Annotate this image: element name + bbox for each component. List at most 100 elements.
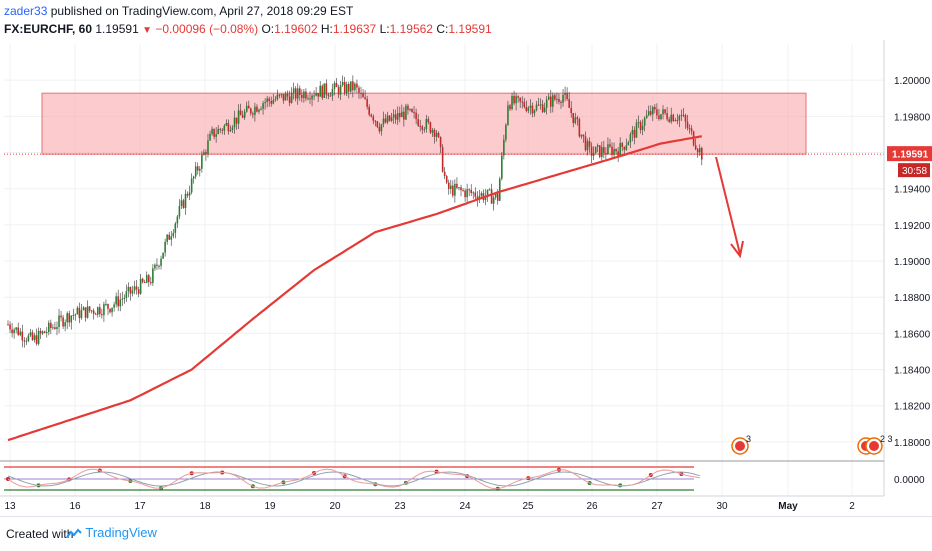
candle-body xyxy=(119,299,122,307)
candle-body xyxy=(566,92,568,100)
candle-body xyxy=(627,142,630,146)
candle-body xyxy=(107,304,109,309)
candle-body xyxy=(148,275,150,283)
candle-body xyxy=(166,234,168,242)
published-text: published on TradingView.com, April 27, … xyxy=(50,4,354,18)
candle-body xyxy=(272,100,275,104)
candle-body xyxy=(592,153,595,156)
tradingview-brand[interactable]: TradingView xyxy=(66,525,157,540)
time-tick-label: 27 xyxy=(651,501,663,512)
high-label: H: xyxy=(320,22,333,36)
candle-body xyxy=(374,120,377,122)
candle-body xyxy=(354,83,356,91)
candle-body xyxy=(229,129,232,132)
candle-body xyxy=(139,278,142,294)
candle-body xyxy=(501,155,503,179)
candle-body xyxy=(668,119,670,122)
candle-body xyxy=(358,87,360,93)
candle-body xyxy=(366,99,368,107)
candle-body xyxy=(88,306,91,311)
candle-body xyxy=(411,109,413,113)
event-icon-fill xyxy=(869,441,879,451)
candle-body xyxy=(535,104,538,111)
open-value: 1.19602 xyxy=(274,22,318,36)
candle-body xyxy=(594,146,597,154)
candle-body xyxy=(127,286,130,292)
candle-body xyxy=(239,110,242,116)
candle-body xyxy=(258,109,260,112)
candle-body xyxy=(672,114,675,122)
candle-body xyxy=(243,111,246,118)
candle-body xyxy=(435,132,438,137)
candle-body xyxy=(588,141,591,147)
candle-body xyxy=(264,102,266,104)
candle-body xyxy=(33,335,36,340)
created-with-text: Created with xyxy=(6,527,74,541)
candle-body xyxy=(117,296,119,307)
arrow-shaft xyxy=(715,156,741,255)
candle-body xyxy=(327,94,330,96)
candle-body xyxy=(613,148,615,155)
time-tick-label: 30 xyxy=(716,501,728,512)
candle-body xyxy=(143,281,146,283)
candle-body xyxy=(617,151,619,157)
publisher-name[interactable]: zader33 xyxy=(4,4,48,18)
indicator-axis-label: 0.0000 xyxy=(894,475,925,486)
candle-body xyxy=(56,327,58,329)
candle-body xyxy=(545,99,548,108)
chart-canvas[interactable]: 1.200001.198001.196001.194001.192001.190… xyxy=(0,40,932,516)
candle-body xyxy=(221,129,224,131)
candle-body xyxy=(217,128,219,135)
candle-body xyxy=(276,94,279,100)
candle-body xyxy=(254,106,256,115)
candle-body xyxy=(439,136,442,148)
price-change: −0.00096 (−0.08%) xyxy=(155,22,259,36)
candle-body xyxy=(84,307,87,318)
time-tick-label: 17 xyxy=(134,501,146,512)
candle-body xyxy=(315,93,317,96)
candle-body xyxy=(547,96,550,100)
candle-body xyxy=(645,115,648,119)
candle-body xyxy=(509,105,511,110)
candle-body xyxy=(31,332,34,340)
time-axis[interactable]: 13 16 17 18 19 20 23 24 25 26 27 30 May 2 xyxy=(4,501,855,512)
low-label: L: xyxy=(379,22,390,36)
candle-body xyxy=(533,110,536,114)
candle-body xyxy=(666,113,668,120)
candle-body xyxy=(523,101,526,107)
candle-body xyxy=(460,187,462,191)
candle-body xyxy=(394,114,397,120)
candle-body xyxy=(145,275,148,283)
candle-body xyxy=(19,331,22,335)
candle-body xyxy=(280,94,283,96)
event-icon-fill xyxy=(735,441,745,451)
candle-body xyxy=(321,85,324,98)
candle-body xyxy=(490,189,493,204)
candle-body xyxy=(223,125,226,131)
candle-body xyxy=(343,81,346,94)
time-tick-label: 23 xyxy=(394,501,406,512)
candle-body xyxy=(615,148,617,152)
candle-body xyxy=(537,104,540,106)
candle-body xyxy=(513,95,515,104)
candle-body xyxy=(364,97,366,100)
price-axis[interactable]: 1.200001.198001.196001.194001.192001.190… xyxy=(883,40,932,496)
event-count-label: 3 xyxy=(746,434,751,444)
candle-body xyxy=(652,107,654,115)
candle-body xyxy=(201,155,203,169)
event-markers[interactable]: 3 2 3 xyxy=(731,434,893,455)
candle-body xyxy=(398,112,401,118)
candle-body xyxy=(633,129,636,138)
candle-body xyxy=(401,111,403,118)
candle-body xyxy=(362,93,364,98)
candle-body xyxy=(498,178,501,201)
candle-body xyxy=(380,124,383,132)
candle-body xyxy=(431,129,434,133)
candle-body xyxy=(121,298,124,300)
grid xyxy=(4,44,884,496)
candle-body xyxy=(425,118,428,130)
candle-body xyxy=(339,85,342,95)
candle-body xyxy=(503,139,505,156)
symbol-legend: FX:EURCHF, 60 1.19591 ▼ −0.00096 (−0.08%… xyxy=(4,22,492,36)
candle-body xyxy=(384,118,387,123)
